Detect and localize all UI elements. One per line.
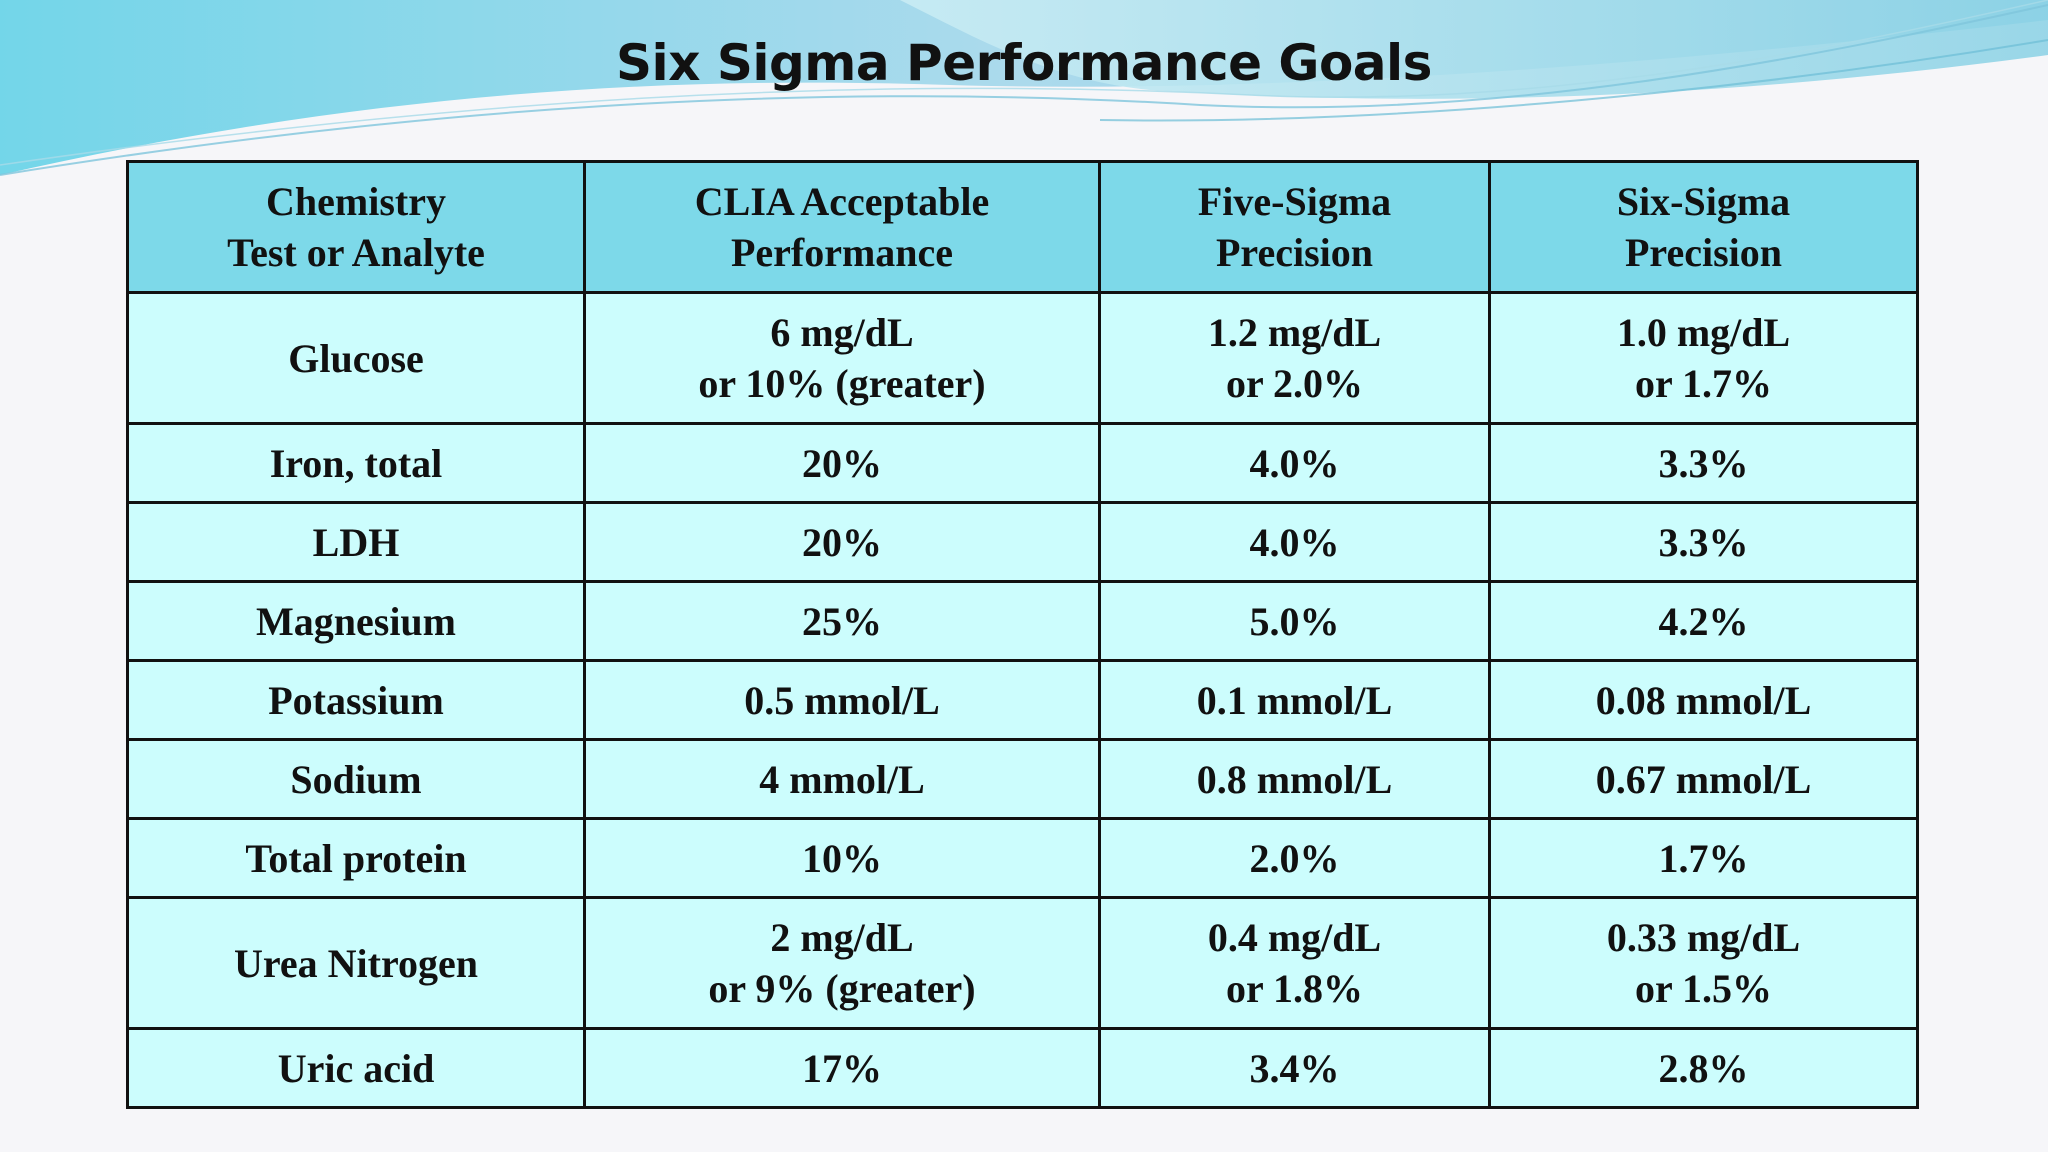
cell-analyte: Sodium bbox=[126, 738, 586, 820]
table-row: Magnesium 25% 5.0% 4.2% bbox=[126, 580, 1919, 662]
cell-analyte: Glucose bbox=[126, 291, 586, 425]
header-wave-decoration bbox=[0, 0, 2048, 176]
table-row: Total protein 10% 2.0% 1.7% bbox=[126, 817, 1919, 899]
cell-clia: 0.5 mmol/L bbox=[583, 659, 1101, 741]
cell-clia: 20% bbox=[583, 422, 1101, 504]
cell-five-sigma: 4.0% bbox=[1098, 501, 1491, 583]
cell-six-sigma: 3.3% bbox=[1488, 422, 1919, 504]
cell-analyte: Urea Nitrogen bbox=[126, 896, 586, 1030]
header-analyte: Chemistry Test or Analyte bbox=[126, 160, 586, 294]
cell-analyte: Iron, total bbox=[126, 422, 586, 504]
cell-six-sigma: 2.8% bbox=[1488, 1027, 1919, 1109]
table-row: Iron, total 20% 4.0% 3.3% bbox=[126, 422, 1919, 504]
cell-six-sigma: 1.0 mg/dL or 1.7% bbox=[1488, 291, 1919, 425]
cell-six-sigma: 0.33 mg/dL or 1.5% bbox=[1488, 896, 1919, 1030]
cell-five-sigma: 1.2 mg/dL or 2.0% bbox=[1098, 291, 1491, 425]
cell-clia: 4 mmol/L bbox=[583, 738, 1101, 820]
header-six-sigma: Six-Sigma Precision bbox=[1488, 160, 1919, 294]
cell-clia: 20% bbox=[583, 501, 1101, 583]
cell-clia: 10% bbox=[583, 817, 1101, 899]
cell-six-sigma: 0.08 mmol/L bbox=[1488, 659, 1919, 741]
cell-five-sigma: 5.0% bbox=[1098, 580, 1491, 662]
cell-five-sigma: 3.4% bbox=[1098, 1027, 1491, 1109]
cell-clia: 2 mg/dL or 9% (greater) bbox=[583, 896, 1101, 1030]
table-row: Glucose 6 mg/dL or 10% (greater) 1.2 mg/… bbox=[126, 291, 1919, 425]
cell-clia: 17% bbox=[583, 1027, 1101, 1109]
cell-six-sigma: 4.2% bbox=[1488, 580, 1919, 662]
cell-five-sigma: 0.1 mmol/L bbox=[1098, 659, 1491, 741]
cell-six-sigma: 3.3% bbox=[1488, 501, 1919, 583]
cell-six-sigma: 1.7% bbox=[1488, 817, 1919, 899]
table-row: Uric acid 17% 3.4% 2.8% bbox=[126, 1027, 1919, 1109]
table-header-row: Chemistry Test or Analyte CLIA Acceptabl… bbox=[126, 160, 1919, 294]
cell-analyte: LDH bbox=[126, 501, 586, 583]
cell-analyte: Potassium bbox=[126, 659, 586, 741]
cell-six-sigma: 0.67 mmol/L bbox=[1488, 738, 1919, 820]
cell-analyte: Magnesium bbox=[126, 580, 586, 662]
cell-five-sigma: 0.4 mg/dL or 1.8% bbox=[1098, 896, 1491, 1030]
cell-five-sigma: 0.8 mmol/L bbox=[1098, 738, 1491, 820]
header-five-sigma: Five-Sigma Precision bbox=[1098, 160, 1491, 294]
table-row: Sodium 4 mmol/L 0.8 mmol/L 0.67 mmol/L bbox=[126, 738, 1919, 820]
table-row: Potassium 0.5 mmol/L 0.1 mmol/L 0.08 mmo… bbox=[126, 659, 1919, 741]
table-row: Urea Nitrogen 2 mg/dL or 9% (greater) 0.… bbox=[126, 896, 1919, 1030]
header-clia: CLIA Acceptable Performance bbox=[583, 160, 1101, 294]
cell-five-sigma: 4.0% bbox=[1098, 422, 1491, 504]
slide-title: Six Sigma Performance Goals bbox=[616, 34, 1432, 92]
cell-analyte: Uric acid bbox=[126, 1027, 586, 1109]
table-row: LDH 20% 4.0% 3.3% bbox=[126, 501, 1919, 583]
cell-five-sigma: 2.0% bbox=[1098, 817, 1491, 899]
cell-clia: 6 mg/dL or 10% (greater) bbox=[583, 291, 1101, 425]
cell-analyte: Total protein bbox=[126, 817, 586, 899]
cell-clia: 25% bbox=[583, 580, 1101, 662]
six-sigma-goals-table: Chemistry Test or Analyte CLIA Acceptabl… bbox=[126, 160, 1919, 1109]
